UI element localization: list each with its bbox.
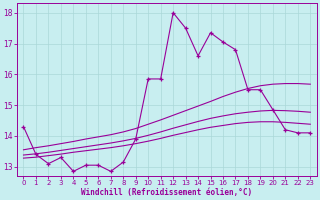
X-axis label: Windchill (Refroidissement éolien,°C): Windchill (Refroidissement éolien,°C): [81, 188, 252, 197]
